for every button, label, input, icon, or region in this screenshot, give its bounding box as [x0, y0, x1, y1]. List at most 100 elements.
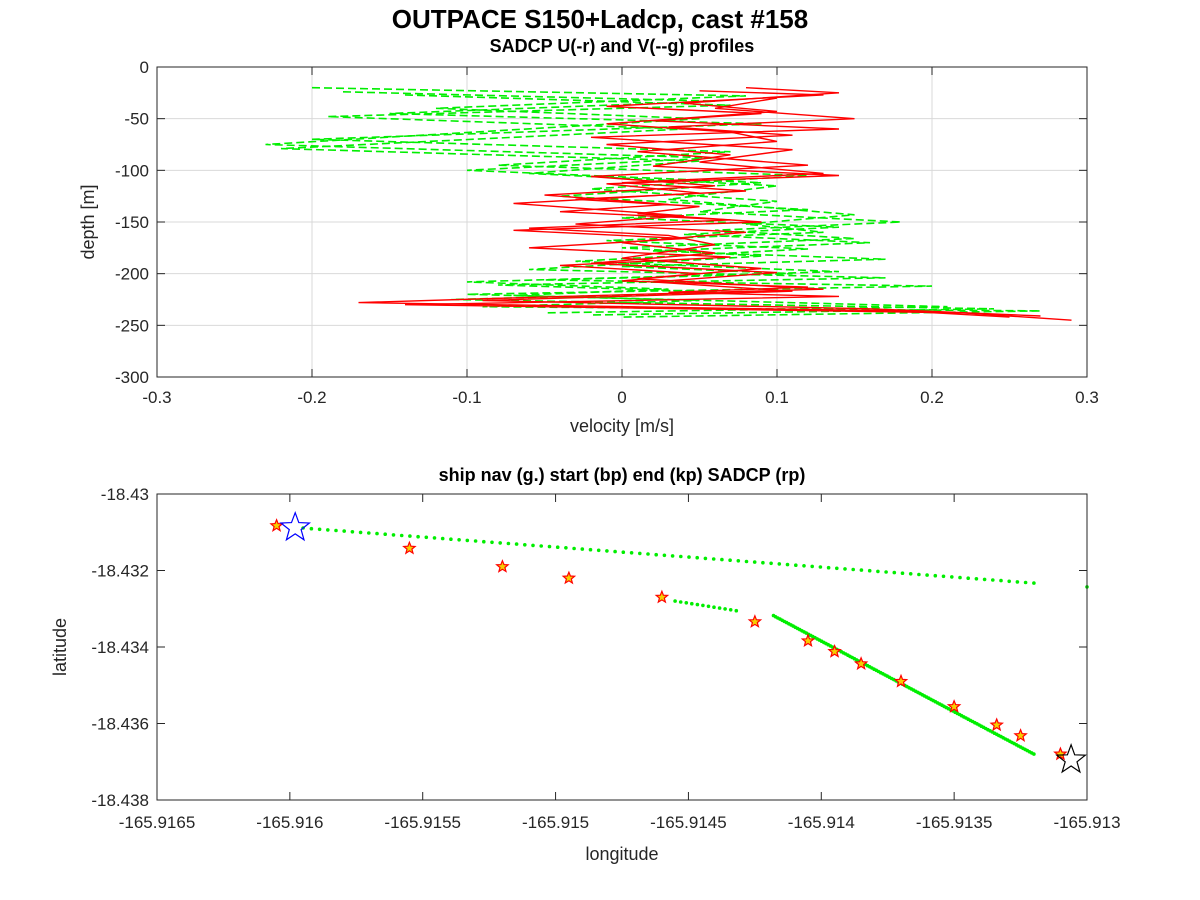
- nav-point: [564, 546, 568, 550]
- nav-point: [629, 551, 634, 555]
- nav-point: [744, 559, 749, 564]
- nav-point: [876, 569, 880, 574]
- nav-point: [613, 549, 617, 554]
- nav-point: [695, 555, 699, 560]
- sadcp-point: [1013, 728, 1028, 742]
- nav-point: [1023, 580, 1028, 585]
- sadcp-point: [827, 643, 842, 658]
- nav-axis-ticks: -165.9165 -165.916 -165.9155 -165.915 -165.9…: [91, 485, 1120, 832]
- sadcp-point: [269, 518, 284, 532]
- sadcp-point: [800, 633, 816, 648]
- nav-point: [678, 600, 683, 604]
- nav-point: [925, 573, 929, 577]
- nav-point: [761, 560, 765, 565]
- x-tick-label: -165.9165: [119, 813, 196, 832]
- x-tick-label: -165.914: [788, 813, 855, 832]
- sadcp-point: [747, 614, 763, 628]
- nav-point: [818, 565, 823, 569]
- nav-point: [350, 530, 355, 534]
- nav-plot-title: ship nav (g.) start (bp) end (kp) SADCP …: [439, 465, 806, 485]
- y-tick-label: -50: [124, 110, 149, 129]
- nav-point: [498, 541, 503, 545]
- x-tick-label: -0.2: [297, 388, 326, 407]
- nav-point: [859, 568, 864, 572]
- sadcp-point: [853, 656, 869, 671]
- sadcp-point: [1053, 746, 1068, 761]
- y-tick-label: 0: [140, 58, 149, 77]
- profile-series: [265, 86, 1072, 321]
- nav-series: [269, 510, 1089, 774]
- x-tick-label: -165.915: [522, 813, 589, 832]
- nav-point: [703, 556, 708, 561]
- nav-point: [309, 526, 314, 531]
- nav-point: [588, 547, 593, 552]
- profile-axis-ticks: -0.3 -0.2 -0.1 0 0.1 0.2 0.3 -300 -250 -200 -150 -1…: [115, 58, 1099, 407]
- nav-point: [391, 533, 396, 537]
- y-tick-label: -100: [115, 161, 149, 180]
- y-tick-label: -18.436: [91, 715, 149, 734]
- y-tick-label: -300: [115, 368, 149, 387]
- nav-point: [375, 531, 379, 536]
- y-tick-label: -150: [115, 213, 149, 232]
- nav-point: [317, 527, 322, 532]
- x-tick-label: 0: [617, 388, 626, 407]
- nav-point: [794, 563, 798, 567]
- sadcp-point: [495, 559, 510, 573]
- profile-gridlines: [157, 67, 1087, 377]
- nav-point: [917, 572, 921, 577]
- x-tick-label: -165.913: [1053, 813, 1120, 832]
- nav-point: [334, 528, 338, 533]
- nav-point: [728, 608, 733, 612]
- x-tick-label: -165.9155: [384, 813, 461, 832]
- figure-title: OUTPACE S150+Ladcp, cast #158: [392, 4, 808, 34]
- x-tick-label: 0.3: [1075, 388, 1099, 407]
- profile-x-axis-label: velocity [m/s]: [570, 416, 674, 436]
- sadcp-point: [561, 570, 577, 585]
- nav-point: [777, 562, 782, 566]
- nav-point: [555, 545, 560, 549]
- nav-point: [690, 601, 694, 606]
- nav-x-axis-label: longitude: [585, 844, 658, 864]
- nav-point: [383, 532, 388, 536]
- y-tick-label: -18.43: [101, 485, 149, 504]
- nav-point: [473, 539, 478, 543]
- nav-point: [720, 557, 724, 562]
- v-velocity-profile-line: [280, 94, 948, 314]
- nav-point: [892, 570, 897, 575]
- nav-point: [991, 578, 995, 582]
- x-tick-label: -165.9145: [650, 813, 727, 832]
- nav-point: [506, 541, 511, 546]
- u-velocity-profile-line: [358, 87, 1010, 318]
- nav-point: [908, 572, 913, 576]
- nav-point: [752, 560, 757, 564]
- y-tick-label: -18.434: [91, 638, 149, 657]
- y-tick-label: -200: [115, 265, 149, 284]
- nav-point: [482, 539, 486, 544]
- nav-point: [572, 546, 576, 551]
- x-tick-label: -0.1: [452, 388, 481, 407]
- nav-point: [851, 567, 855, 572]
- v-velocity-profile-line: [311, 91, 995, 316]
- nav-point: [539, 544, 543, 548]
- nav-point: [717, 606, 722, 610]
- nav-point: [449, 537, 453, 541]
- nav-point: [408, 534, 412, 538]
- sadcp-point: [893, 673, 909, 688]
- nav-point: [457, 538, 461, 542]
- profile-y-axis-label: depth [m]: [78, 184, 98, 259]
- nav-point: [547, 544, 552, 549]
- nav-point: [638, 551, 642, 556]
- ship-nav-plot: ship nav (g.) start (bp) end (kp) SADCP …: [50, 465, 1121, 864]
- x-tick-label: -165.9135: [916, 813, 993, 832]
- v-velocity-profile-line: [265, 86, 1041, 318]
- nav-point: [802, 564, 806, 568]
- y-tick-label: -18.432: [91, 562, 149, 581]
- nav-point: [695, 602, 700, 607]
- nav-point: [684, 601, 689, 605]
- y-tick-label: -18.438: [91, 791, 149, 810]
- nav-point: [701, 603, 705, 608]
- nav-point: [1015, 580, 1020, 584]
- nav-point: [810, 564, 814, 569]
- nav-point: [950, 575, 954, 579]
- x-tick-label: 0.2: [920, 388, 944, 407]
